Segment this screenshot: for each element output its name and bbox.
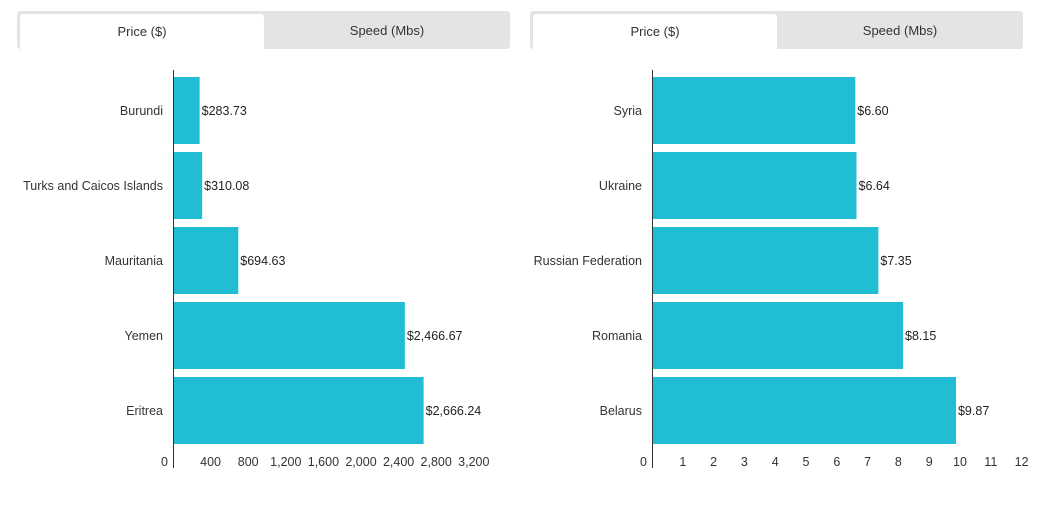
x-tick-label: 0 bbox=[161, 455, 168, 469]
left-tab-price[interactable]: Price ($) bbox=[20, 14, 264, 49]
bar-belarus[interactable] bbox=[652, 377, 956, 444]
value-label: $6.60 bbox=[857, 104, 888, 118]
x-tick-label: 6 bbox=[833, 455, 840, 469]
bar-eritrea[interactable] bbox=[173, 377, 424, 444]
value-label: $6.64 bbox=[859, 179, 890, 193]
category-label: Syria bbox=[614, 104, 643, 118]
x-tick-label: 1 bbox=[679, 455, 686, 469]
category-label: Mauritania bbox=[105, 254, 163, 268]
x-tick-label: 9 bbox=[926, 455, 933, 469]
value-label: $2,666.24 bbox=[426, 404, 482, 418]
right-bar-chart: Syria $6.60 Ukraine $6.64 Russian Federation… bbox=[534, 70, 1029, 469]
value-label: $694.63 bbox=[240, 254, 285, 268]
left-tab-speed[interactable]: Speed (Mbs) bbox=[349, 22, 425, 38]
category-label: Turks and Caicos Islands bbox=[23, 179, 163, 193]
bar-burundi[interactable] bbox=[173, 77, 200, 144]
value-label: $7.35 bbox=[880, 254, 911, 268]
right-tab-speed[interactable]: Speed (Mbs) bbox=[862, 22, 938, 38]
category-label: Yemen bbox=[125, 329, 164, 343]
x-tick-label: 400 bbox=[200, 455, 221, 469]
x-tick-label: 2,400 bbox=[383, 455, 414, 469]
right-tab-bar: Price ($) Speed (Mbs) bbox=[530, 11, 1023, 49]
category-label: Russian Federation bbox=[534, 254, 642, 268]
x-tick-label: 1,600 bbox=[308, 455, 339, 469]
x-tick-label: 5 bbox=[803, 455, 810, 469]
x-tick-label: 10 bbox=[953, 455, 967, 469]
value-label: $9.87 bbox=[958, 404, 989, 418]
bar-yemen[interactable] bbox=[173, 302, 405, 369]
right-chart-panel: Price ($) Speed (Mbs) bbox=[530, 11, 1023, 481]
category-label: Belarus bbox=[600, 404, 642, 418]
bar-turks-and-caicos-islands[interactable] bbox=[173, 152, 203, 219]
bar-syria[interactable] bbox=[652, 77, 856, 144]
value-label: $8.15 bbox=[905, 329, 936, 343]
category-label: Eritrea bbox=[126, 404, 163, 418]
x-tick-label: 12 bbox=[1015, 455, 1029, 469]
x-tick-label: 11 bbox=[984, 455, 997, 469]
value-label: $310.08 bbox=[204, 179, 249, 193]
x-tick-label: 0 bbox=[640, 455, 647, 469]
x-tick-label: 3,200 bbox=[458, 455, 489, 469]
left-bar-chart: Burundi $283.73 Turks and Caicos Islands $3… bbox=[23, 70, 489, 469]
x-tick-label: 2 bbox=[710, 455, 717, 469]
left-tab-bar: Price ($) Speed (Mbs) bbox=[17, 11, 510, 49]
category-label: Romania bbox=[592, 329, 642, 343]
x-tick-label: 800 bbox=[238, 455, 259, 469]
x-tick-label: 1,200 bbox=[270, 455, 301, 469]
bar-mauritania[interactable] bbox=[173, 227, 239, 294]
value-label: $283.73 bbox=[202, 104, 247, 118]
x-tick-label: 2,800 bbox=[421, 455, 452, 469]
value-label: $2,466.67 bbox=[407, 329, 463, 343]
right-tab-price[interactable]: Price ($) bbox=[533, 14, 777, 49]
bar-russian-federation[interactable] bbox=[652, 227, 879, 294]
category-label: Burundi bbox=[120, 104, 163, 118]
category-label: Ukraine bbox=[599, 179, 642, 193]
bar-romania[interactable] bbox=[652, 302, 904, 369]
bar-ukraine[interactable] bbox=[652, 152, 857, 219]
x-tick-label: 7 bbox=[864, 455, 871, 469]
x-tick-label: 3 bbox=[741, 455, 748, 469]
x-tick-label: 4 bbox=[772, 455, 779, 469]
left-chart-panel: Price ($) Speed (Mbs) bbox=[17, 11, 510, 481]
x-tick-label: 2,000 bbox=[345, 455, 376, 469]
x-tick-label: 8 bbox=[895, 455, 902, 469]
